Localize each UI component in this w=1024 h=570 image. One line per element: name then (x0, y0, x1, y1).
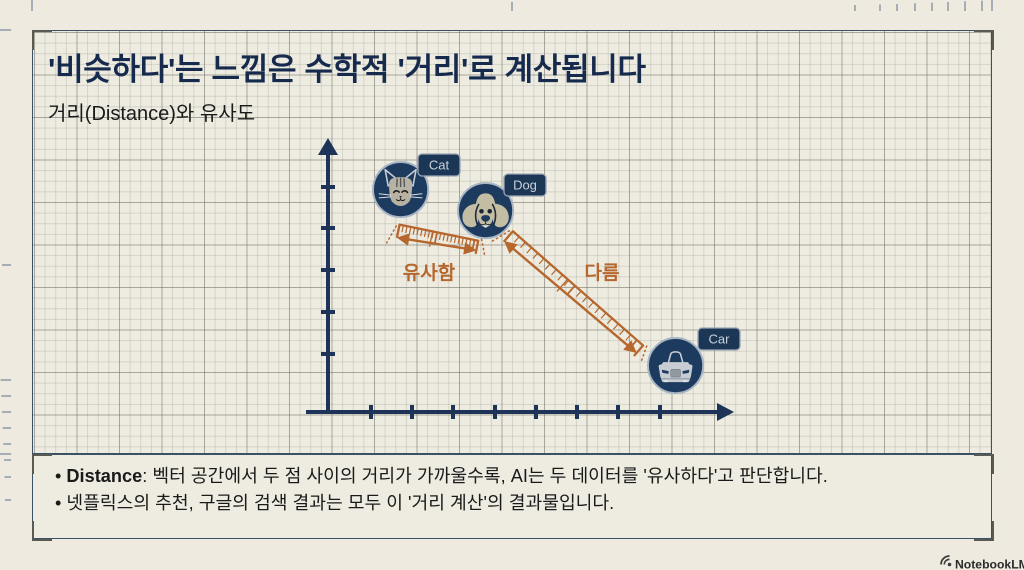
svg-text:Cat: Cat (429, 158, 450, 173)
svg-text:유사함: 유사함 (403, 262, 456, 284)
svg-text:Dog: Dog (513, 178, 537, 193)
svg-text:Car: Car (709, 332, 731, 347)
svg-text:다름: 다름 (585, 262, 620, 284)
svg-text:NotebookLM: NotebookLM (955, 557, 1024, 570)
